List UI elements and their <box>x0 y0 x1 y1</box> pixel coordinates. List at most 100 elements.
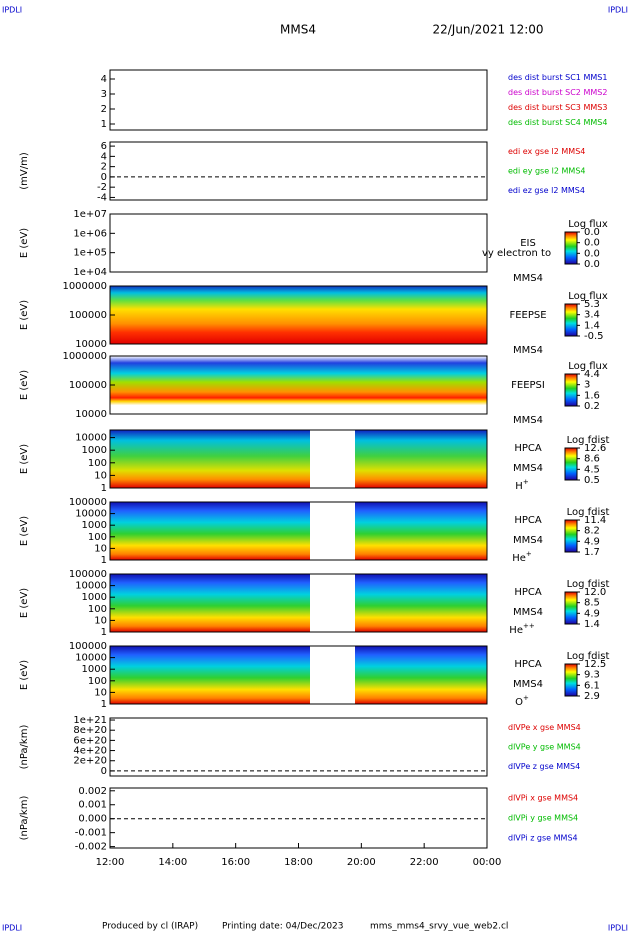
y-tick-label: 1000 <box>82 664 107 675</box>
x-tick-label: 16:00 <box>221 857 250 868</box>
y-tick-label: 10000 <box>75 433 107 444</box>
colorbar-title: Log fdist <box>567 579 610 590</box>
legend-entry: edi ez gse l2 MMS4 <box>508 186 585 195</box>
colorbar <box>564 231 578 265</box>
data-gap <box>310 574 355 632</box>
y-tick-label: 10000 <box>75 339 107 350</box>
colorbar-tick-label: 8.6 <box>584 454 600 465</box>
y-tick-label: 100000 <box>69 497 107 508</box>
y-tick-label: 100 <box>88 458 107 469</box>
y-tick-label: 4e+20 <box>73 746 107 757</box>
y-tick-label: 0 <box>101 766 107 777</box>
species-label: O+ <box>515 694 529 708</box>
y-tick-label: 1000 <box>82 445 107 456</box>
y-tick-label: 1 <box>101 699 107 710</box>
instrument-label: FEEPSI <box>511 380 545 391</box>
colorbar-tick-label: 3.4 <box>584 310 600 321</box>
date: 22/Jun/2021 12:00 <box>432 23 543 37</box>
y-tick-label: 100 <box>88 676 107 687</box>
corner-mark: IPDLI <box>2 6 22 15</box>
colorbar <box>564 373 578 407</box>
y-tick-label: 100000 <box>69 569 107 580</box>
instrument-label: FEEPSE <box>509 310 546 321</box>
charge: + <box>526 550 532 558</box>
y-tick-label: 1000000 <box>62 351 107 362</box>
x-tick-label: 20:00 <box>347 857 376 868</box>
legend-entry: dlVPi x gse MMS4 <box>508 794 578 803</box>
species: He <box>512 553 526 564</box>
legend-entry: dlVPe z gse MMS4 <box>508 762 580 771</box>
colorbar-tick-label: 12.5 <box>584 659 606 670</box>
colorbar <box>564 663 578 697</box>
instrument-label: MMS4 <box>513 679 543 690</box>
y-tick-label: 100 <box>88 604 107 615</box>
y-tick-label: 2 <box>101 104 107 115</box>
legend-entry: dlVPi z gse MMS4 <box>508 834 578 843</box>
y-tick-label: 2 <box>101 162 107 173</box>
y-axis-label: E (eV) <box>19 588 30 618</box>
y-tick-label: -2 <box>97 182 107 193</box>
title: MMS4 <box>280 23 316 37</box>
colorbar <box>564 447 578 481</box>
y-tick-label: 1 <box>101 555 107 566</box>
panel-frame <box>109 69 488 131</box>
x-tick-label: 18:00 <box>284 857 313 868</box>
x-tick-label: 22:00 <box>410 857 439 868</box>
colorbar-tick-label: 5.3 <box>584 299 600 310</box>
y-tick-label: 1e+04 <box>73 267 107 278</box>
panel-frame <box>109 501 488 561</box>
instrument-label: HPCA <box>514 659 542 670</box>
instrument-label: MMS4 <box>513 607 543 618</box>
y-tick-label: 4 <box>101 74 107 85</box>
y-tick-label: 1e+07 <box>73 209 107 220</box>
charge: + <box>523 478 529 486</box>
y-tick-label: 10000 <box>75 409 107 420</box>
colorbar-tick-label: 4.4 <box>584 369 600 380</box>
y-tick-label: -4 <box>97 192 107 203</box>
instrument-label: MMS4 <box>513 345 543 356</box>
y-axis-label: (nPa/km) <box>19 796 30 841</box>
colorbar-tick-label: 1.6 <box>584 390 600 401</box>
colorbar-tick-label: 0.0 <box>584 238 600 249</box>
colorbar-tick-label: 4.9 <box>584 608 600 619</box>
data-gap <box>310 430 355 488</box>
colorbar-tick-label: 8.2 <box>584 526 600 537</box>
colorbar-tick-label: 8.5 <box>584 598 600 609</box>
y-tick-label: -0.001 <box>75 828 107 839</box>
y-axis-label: E (eV) <box>19 444 30 474</box>
legend-entry: edi ey gse l2 MMS4 <box>508 167 586 176</box>
y-tick-label: 1000000 <box>62 281 107 292</box>
y-tick-label: 10 <box>94 687 107 698</box>
colorbar-title: Log flux <box>568 361 608 372</box>
colorbar <box>564 303 578 337</box>
legend-entry: dlVPe y gse MMS4 <box>508 743 581 752</box>
colorbar-tick-label: 1.7 <box>584 547 600 558</box>
legend-entry: des dist burst SC1 MMS1 <box>508 73 607 82</box>
y-tick-label: 6 <box>101 141 107 152</box>
legend-entry: dlVPi y gse MMS4 <box>508 814 578 823</box>
species-label: He+ <box>512 550 532 564</box>
y-tick-label: 3 <box>101 89 107 100</box>
colorbar-title: Log fdist <box>567 507 610 518</box>
x-tick-label: 00:00 <box>473 857 502 868</box>
y-tick-label: 10 <box>94 543 107 554</box>
y-axis-label: E (eV) <box>19 300 30 330</box>
legend-entry: des dist burst SC4 MMS4 <box>508 118 607 127</box>
colorbar-tick-label: 1.4 <box>584 320 600 331</box>
note-label: vy electron to <box>482 248 551 259</box>
data-gap <box>310 502 355 560</box>
colorbar-tick-label: 2.9 <box>584 691 600 702</box>
legend-entry: des dist burst SC2 MMS2 <box>508 88 607 97</box>
y-tick-label: 0.002 <box>78 786 107 797</box>
species-label: He++ <box>509 622 535 636</box>
y-tick-label: 1 <box>101 483 107 494</box>
y-tick-label: 0.000 <box>78 814 107 825</box>
spectrogram-image <box>110 502 487 560</box>
y-tick-label: 2e+20 <box>73 756 107 767</box>
colorbar-title: Log fdist <box>567 651 610 662</box>
data-gap <box>310 646 355 704</box>
y-tick-label: 1e+21 <box>73 715 107 726</box>
colorbar-tick-label: 0.0 <box>584 248 600 259</box>
y-tick-label: 1 <box>101 627 107 638</box>
y-axis-label: E (eV) <box>19 660 30 690</box>
